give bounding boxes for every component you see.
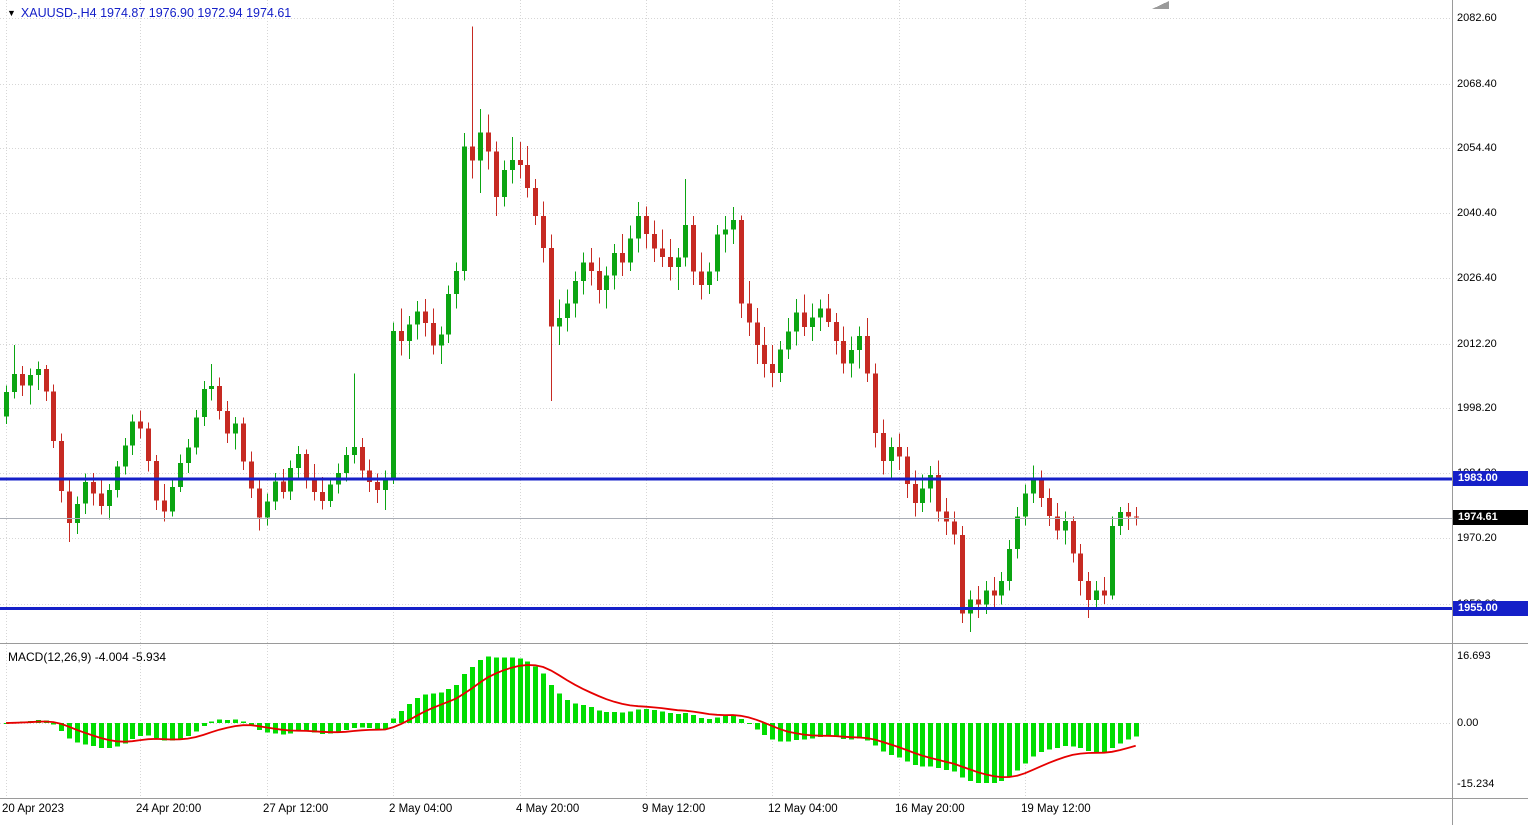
time-axis-label: 16 May 20:00: [895, 803, 965, 815]
hline-price-badge[interactable]: 1983.00: [1453, 471, 1528, 487]
macd-axis-label: 0.00: [1457, 717, 1479, 729]
time-axis-label: 19 May 12:00: [1021, 803, 1091, 815]
price-axis-label: 1970.20: [1457, 531, 1497, 544]
symbol-ohlc-text: XAUUSD-,H4 1974.87 1976.90 1972.94 1974.…: [20, 6, 292, 20]
time-axis-label: 4 May 20:00: [516, 803, 580, 815]
price-axis-label: 2082.60: [1457, 12, 1497, 25]
symbol-dropdown-arrow[interactable]: ▼: [7, 8, 16, 18]
price-axis-label: 2040.40: [1457, 207, 1497, 220]
current-price-badge: 1974.61: [1453, 510, 1528, 526]
macd-axis-label: -15.234: [1457, 777, 1495, 790]
macd-axis-label: 16.693: [1457, 650, 1491, 663]
price-axis-label: 1998.20: [1457, 402, 1497, 415]
price-axis-label: 2054.40: [1457, 142, 1497, 155]
price-axis-label: 2026.40: [1457, 272, 1497, 285]
time-axis-label: 2 May 04:00: [389, 803, 453, 815]
macd-panel: [4, 656, 1139, 784]
grid: [0, 0, 1452, 798]
macd-indicator-label: MACD(12,26,9) -4.004 -5.934: [8, 650, 167, 664]
time-axis-label: 27 Apr 12:00: [263, 803, 329, 815]
hline-price-badge[interactable]: 1955.00: [1453, 600, 1528, 616]
time-axis-label: 24 Apr 20:00: [136, 803, 202, 815]
time-axis-label: 9 May 12:00: [642, 803, 706, 815]
time-axis-label: 12 May 04:00: [768, 803, 838, 815]
price-axis-label: 2068.40: [1457, 77, 1497, 90]
chart-shift-marker: [1152, 1, 1169, 9]
price-axis-label: 2012.20: [1457, 337, 1497, 350]
time-axis-label: 20 Apr 2023: [2, 803, 65, 815]
candles: [4, 26, 1139, 632]
symbol-info: ▼ XAUUSD-,H4 1974.87 1976.90 1972.94 1974…: [7, 6, 291, 20]
